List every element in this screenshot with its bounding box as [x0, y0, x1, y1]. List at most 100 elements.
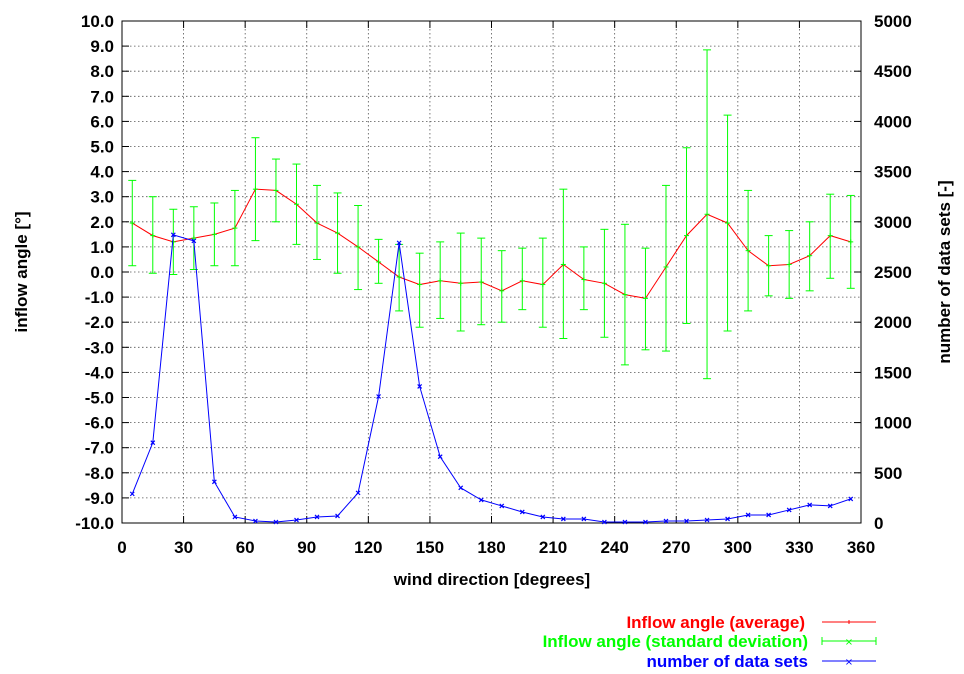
y2-tick-label: 4000: [874, 112, 912, 131]
y-tick-label: 8.0: [90, 62, 114, 81]
data-sets-point: [211, 479, 217, 485]
y-tick-label: -4.0: [85, 363, 114, 382]
x-tick-label: 180: [477, 538, 505, 557]
y-tick-label: 10.0: [81, 12, 114, 31]
legend-marker-datasets: ×: [845, 657, 853, 668]
data-sets-point: [807, 502, 813, 508]
grid-lines: [122, 21, 861, 523]
data-sets-point: [376, 394, 382, 399]
y-tick-labels: 10.0 9.0 8.0 7.0 6.0 5.0 4.0 3.0 2.0 1.0 0.0 -1.0 -2…: [75, 12, 114, 533]
y-tick-label: 5.0: [90, 138, 114, 157]
data-sets-line: [131, 234, 851, 523]
y-tick-label: -3.0: [85, 338, 114, 357]
data-sets-point: [478, 497, 484, 503]
x-tick-label: 270: [662, 538, 690, 557]
data-sets-point: [499, 503, 505, 509]
data-sets-point: [294, 517, 299, 523]
x-tick-label: 360: [847, 538, 875, 557]
data-sets-point: [601, 519, 607, 525]
x-tick-label: 300: [724, 538, 752, 557]
average-series: [129, 186, 854, 301]
y-tick-label: -8.0: [85, 464, 114, 483]
data-sets-point: [684, 518, 689, 524]
y-tick-label: -2.0: [85, 313, 114, 332]
axis-ticks: [121, 20, 862, 524]
y-tick-label: 7.0: [90, 87, 114, 106]
legend: Inflow angle (average) Inflow angle (sta…: [543, 613, 877, 671]
data-sets-point: [191, 238, 197, 244]
data-sets-point: [848, 496, 854, 502]
legend-marker-stddev: ×: [845, 637, 853, 648]
y-tick-label: 1.0: [90, 238, 114, 257]
y-tick-label: 2.0: [90, 213, 114, 232]
x-axis-title: wind direction [degrees]: [393, 570, 590, 589]
y-tick-label: 4.0: [90, 163, 114, 182]
data-sets-point: [766, 512, 772, 518]
x-tick-label: 90: [297, 538, 316, 557]
y2-tick-label: 2500: [874, 263, 912, 282]
x-tick-label: 240: [600, 538, 628, 557]
y-tick-label: 3.0: [90, 188, 114, 207]
legend-label-average: Inflow angle (average): [626, 613, 805, 632]
data-sets-point: [129, 491, 135, 497]
y-tick-label: 0.0: [90, 263, 114, 282]
data-sets-point: [355, 490, 361, 496]
y-tick-label: -9.0: [85, 489, 114, 508]
y-tick-label: -1.0: [85, 288, 114, 307]
y-tick-label: -10.0: [75, 514, 114, 533]
y2-tick-label: 5000: [874, 12, 912, 31]
data-sets-point: [458, 485, 464, 491]
x-tick-label: 330: [785, 538, 813, 557]
data-sets-point: [417, 384, 423, 389]
data-sets-point: [335, 513, 340, 519]
data-sets-point: [745, 512, 751, 518]
y-tick-label: -6.0: [85, 414, 114, 433]
data-sets-point: [725, 516, 730, 522]
data-sets-point: [150, 440, 156, 446]
data-sets-point: [519, 509, 525, 515]
x-tick-label: 210: [539, 538, 567, 557]
y-tick-label: -7.0: [85, 439, 114, 458]
y-axis-title: inflow angle [°]: [12, 211, 31, 332]
legend-label-datasets: number of data sets: [646, 652, 808, 671]
y-tick-label: 6.0: [90, 112, 114, 131]
data-sets-point: [232, 514, 238, 520]
data-sets-point: [253, 518, 258, 524]
y2-tick-label: 0: [874, 514, 883, 533]
data-sets-point: [540, 514, 546, 520]
legend-label-stddev: Inflow angle (standard deviation): [543, 632, 808, 651]
data-sets-point: [643, 519, 648, 525]
y2-tick-label: 500: [874, 464, 902, 483]
data-sets-series: [129, 232, 854, 525]
data-sets-point: [581, 516, 587, 522]
x-tick-label: 30: [174, 538, 193, 557]
data-sets-point: [560, 516, 566, 522]
data-sets-point: [396, 240, 402, 246]
data-sets-point: [170, 232, 176, 238]
data-sets-point: [704, 517, 710, 523]
y2-tick-label: 1000: [874, 414, 912, 433]
data-sets-point: [273, 519, 279, 525]
y2-tick-label: 1500: [874, 363, 912, 382]
y-tick-label: -5.0: [85, 389, 114, 408]
x-tick-label: 60: [236, 538, 255, 557]
y2-tick-label: 3000: [874, 213, 912, 232]
average-line: [132, 188, 851, 299]
data-sets-point: [622, 519, 628, 525]
data-sets-point: [314, 514, 320, 520]
y2-tick-label: 3500: [874, 163, 912, 182]
y2-tick-label: 4500: [874, 62, 912, 81]
data-sets-point: [437, 454, 443, 460]
x-tick-label: 120: [354, 538, 382, 557]
data-sets-point: [827, 503, 833, 509]
x-tick-label: 0: [117, 538, 126, 557]
x-tick-labels: 0 30 60 90 120 150 180 210 240 270 300 330 360: [117, 538, 875, 557]
x-tick-label: 150: [416, 538, 444, 557]
data-sets-point: [663, 518, 669, 524]
y-tick-label: 9.0: [90, 37, 114, 56]
y2-axis-title: number of data sets [-]: [935, 180, 954, 363]
y2-tick-label: 2000: [874, 313, 912, 332]
data-sets-point: [786, 507, 792, 513]
